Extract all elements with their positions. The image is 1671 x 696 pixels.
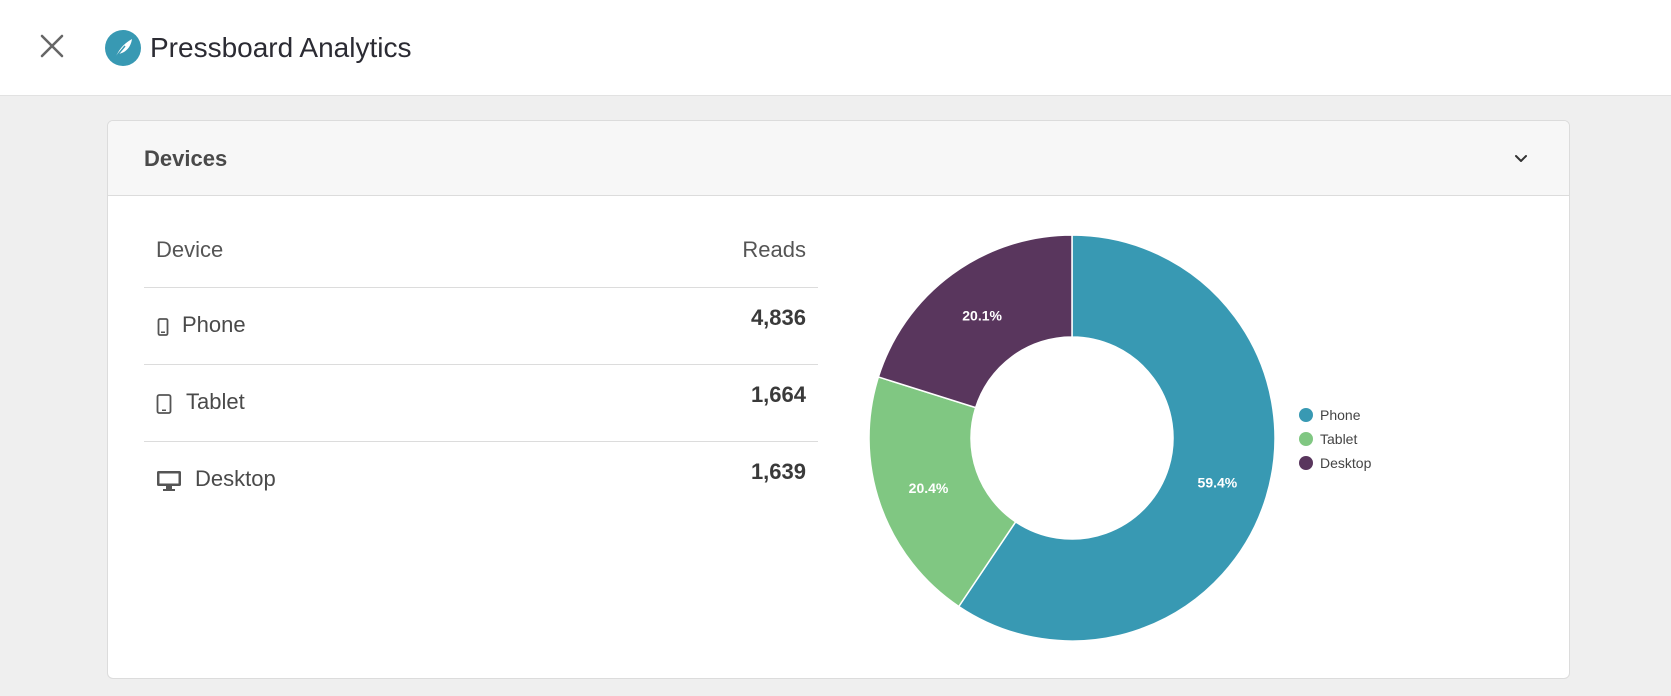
slice-percent-label: 20.4%	[909, 480, 949, 496]
close-icon[interactable]	[36, 30, 68, 62]
legend-swatch	[1299, 408, 1313, 422]
table-row: Tablet 1,664	[144, 365, 818, 442]
legend-label: Desktop	[1320, 455, 1372, 471]
table-row: Desktop 1,639	[144, 442, 818, 518]
legend-item-desktop[interactable]: Desktop	[1299, 455, 1372, 471]
slice-tablet[interactable]	[868, 375, 1017, 608]
app-title: Pressboard Analytics	[150, 32, 412, 63]
table-row: Phone 4,836	[144, 288, 818, 365]
row-label: Phone	[182, 312, 246, 337]
card-header[interactable]: Devices	[108, 121, 1569, 196]
desktop-icon	[156, 468, 186, 494]
legend-swatch	[1299, 456, 1313, 470]
feather-logo-icon	[105, 30, 141, 66]
top-bar: Pressboard Analytics	[0, 0, 1671, 96]
row-label: Desktop	[195, 466, 276, 491]
legend-item-tablet[interactable]: Tablet	[1299, 431, 1357, 447]
devices-card: Devices Device Reads Phone 4,836	[107, 120, 1570, 679]
slice-desktop[interactable]	[877, 234, 1073, 409]
column-header-device: Device	[156, 237, 224, 262]
legend-label: Phone	[1320, 407, 1361, 423]
row-value: 1,664	[750, 382, 806, 407]
row-label: Tablet	[186, 389, 245, 414]
chevron-down-icon[interactable]	[1511, 148, 1531, 168]
legend-item-phone[interactable]: Phone	[1299, 407, 1361, 423]
card-title: Devices	[144, 146, 228, 171]
slice-phone[interactable]	[957, 234, 1276, 642]
phone-icon	[156, 314, 186, 340]
slice-percent-label: 59.4%	[1198, 474, 1238, 490]
tablet-icon	[156, 391, 186, 417]
slice-percent-label: 20.1%	[962, 307, 1002, 323]
row-value: 1,639	[750, 459, 806, 484]
devices-table: Device Reads Phone 4,836 Tablet 1,664	[144, 224, 818, 518]
legend-label: Tablet	[1320, 431, 1357, 447]
legend-swatch	[1299, 432, 1313, 446]
row-value: 4,836	[750, 305, 806, 330]
column-header-reads: Reads	[742, 237, 806, 262]
table-header: Device Reads	[144, 224, 818, 288]
devices-donut-chart: 59.4% 20.4% 20.1% Phone Tablet Desktop	[868, 234, 1372, 642]
